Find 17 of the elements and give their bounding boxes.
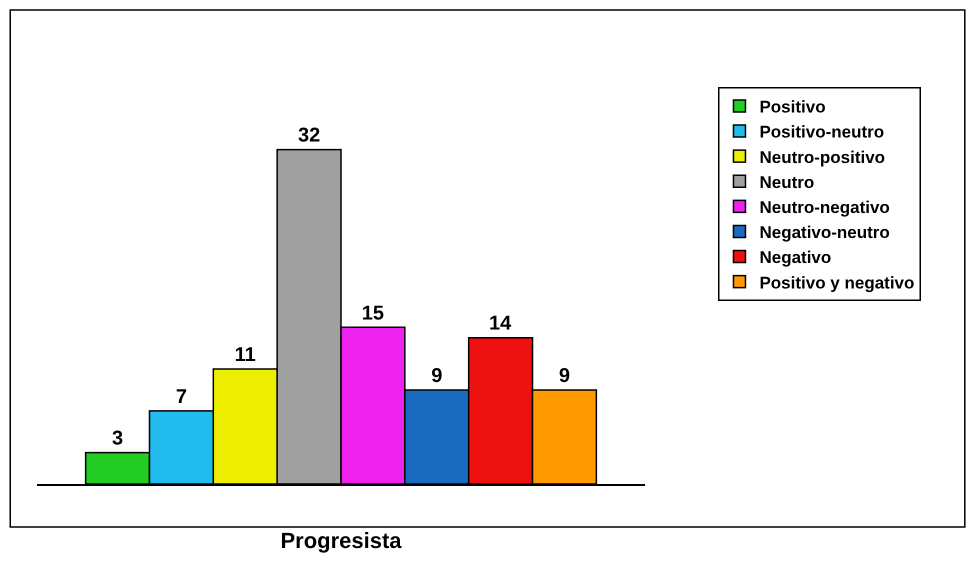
legend-label: Neutro-negativo [759,198,890,217]
legend-label: Neutro [759,172,814,192]
data-label: 15 [362,302,384,324]
data-label: 32 [298,124,320,147]
data-label: 9 [431,364,442,387]
legend-label: Neutro-positivo [759,148,886,167]
legend-label: Negativo [759,248,832,268]
legend-label: Positivo y negativo [759,273,914,292]
x-axis-title: Progresista [280,528,402,554]
legend-label: Positivo-neutro [759,122,884,142]
legend-label: Positivo [759,98,826,117]
data-label: 11 [234,344,256,366]
legend-label: Negativo-neutro [759,223,890,242]
data-label: 9 [558,364,570,387]
data-label: 14 [489,312,512,335]
data-label: 3 [112,428,124,450]
data-label: 7 [176,386,187,408]
